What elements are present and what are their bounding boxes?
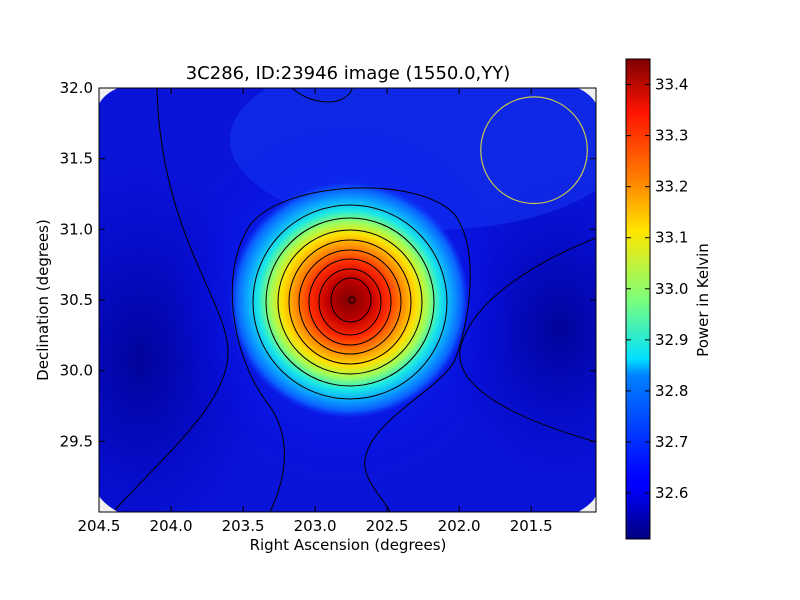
contour-level-3 bbox=[265, 217, 435, 387]
x-tick-label-5: 202.0 bbox=[438, 517, 481, 535]
colorbar-label: Power in Kelvin bbox=[694, 243, 712, 357]
beam-circle bbox=[480, 96, 588, 205]
y-tick-label-5: 32.0 bbox=[60, 79, 93, 97]
corner-artifact-bl bbox=[99, 496, 118, 512]
x-tick-label-0: 204.5 bbox=[78, 517, 121, 535]
colorbar-gradient bbox=[626, 59, 650, 539]
colorbar: 32.6 32.7 32.8 32.9 33.0 33.1 33.2 33.3 33.4 Pow… bbox=[625, 58, 712, 540]
colorbar-tick-label-1: 32.7 bbox=[655, 433, 688, 451]
x-tick-label-3: 203.0 bbox=[294, 517, 337, 535]
contour-top bbox=[291, 88, 353, 103]
colorbar-tick-label-3: 32.9 bbox=[655, 331, 688, 349]
x-tick-label-6: 201.5 bbox=[510, 517, 553, 535]
contour-level-4 bbox=[277, 229, 423, 375]
y-tick-label-2: 30.5 bbox=[60, 291, 93, 309]
colorbar-frame bbox=[625, 58, 651, 540]
contour-level-7 bbox=[308, 258, 392, 346]
chart-title: 3C286, ID:23946 image (1550.0,YY) bbox=[186, 63, 511, 84]
corner-artifact-br bbox=[578, 496, 596, 512]
x-axis-ticks: 204.5 204.0 203.5 203.0 202.5 202.0 201.5 bbox=[78, 88, 553, 535]
y-tick-label-3: 31.0 bbox=[60, 220, 93, 238]
corner-artifact-tl bbox=[99, 88, 118, 104]
x-tick-label-1: 204.0 bbox=[150, 517, 193, 535]
x-tick-label-4: 202.5 bbox=[366, 517, 409, 535]
contour-lines bbox=[112, 88, 596, 512]
x-axis-label: Right Ascension (degrees) bbox=[250, 536, 447, 554]
y-tick-label-1: 30.0 bbox=[60, 362, 93, 380]
y-tick-label-0: 29.5 bbox=[60, 432, 93, 450]
colorbar-tick-label-8: 33.4 bbox=[655, 76, 688, 94]
contour-level-5 bbox=[288, 239, 412, 365]
contour-level-9 bbox=[330, 277, 372, 323]
colorbar-tick-label-6: 33.2 bbox=[655, 178, 688, 196]
colorbar-tick-label-0: 32.6 bbox=[655, 484, 688, 502]
colorbar-tick-label-2: 32.8 bbox=[655, 382, 688, 400]
contour-left bbox=[112, 88, 229, 512]
y-tick-label-4: 31.5 bbox=[60, 150, 93, 168]
colorbar-tick-label-7: 33.3 bbox=[655, 127, 688, 145]
corner-artifact-tr bbox=[578, 88, 596, 104]
contour-level-2 bbox=[252, 204, 448, 400]
colorbar-ticks: 32.6 32.7 32.8 32.9 33.0 33.1 33.2 33.3 33.4 bbox=[626, 76, 688, 502]
y-axis-ticks: 29.5 30.0 30.5 31.0 31.5 32.0 bbox=[60, 79, 596, 450]
x-tick-label-2: 203.5 bbox=[222, 517, 265, 535]
colorbar-tick-label-5: 33.1 bbox=[655, 229, 688, 247]
contour-right bbox=[459, 237, 596, 443]
heatmap-plot: 204.5 204.0 203.5 203.0 202.5 202.0 201.5 29.5… bbox=[60, 79, 597, 535]
contour-level-8 bbox=[318, 268, 382, 336]
colorbar-tick-label-4: 33.0 bbox=[655, 280, 688, 298]
contour-level-1 bbox=[231, 187, 471, 512]
y-axis-label: Declination (degrees) bbox=[34, 219, 52, 381]
contour-peak bbox=[348, 296, 356, 304]
contour-level-6 bbox=[298, 249, 402, 355]
